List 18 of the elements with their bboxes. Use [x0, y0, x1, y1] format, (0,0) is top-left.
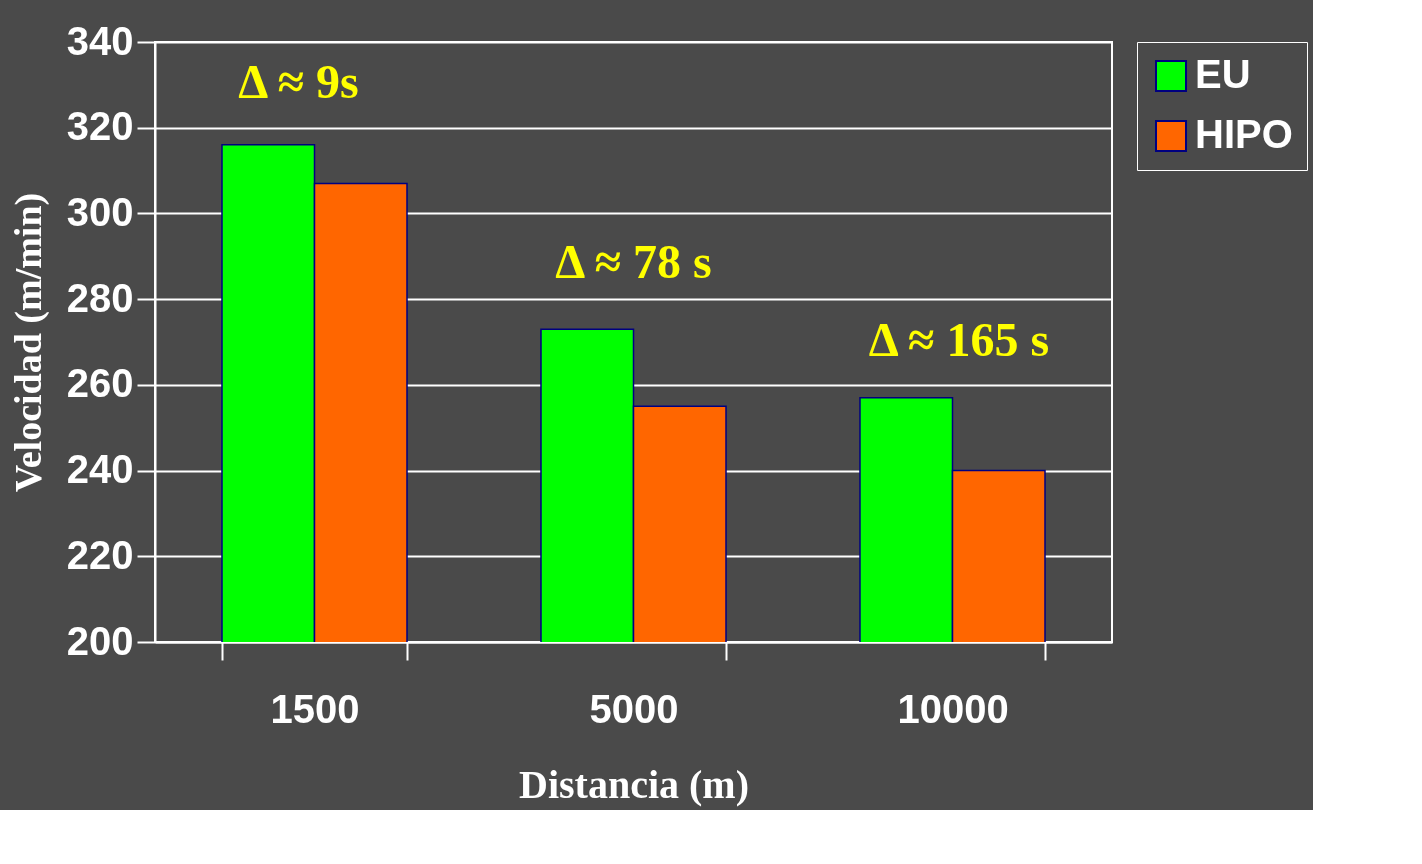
- legend-label: HIPO: [1195, 112, 1293, 156]
- y-tick-label: 340: [66, 18, 134, 63]
- x-axis-title: Distancia (m): [519, 761, 749, 807]
- x-tick-label: 5000: [589, 686, 679, 731]
- annotation: Δ ≈ 78 s: [555, 235, 712, 288]
- annotation: Δ ≈ 9s: [238, 55, 359, 108]
- legend-label: EU: [1195, 52, 1251, 96]
- y-tick-label: 240: [66, 447, 134, 492]
- y-tick-label: 320: [66, 104, 134, 149]
- y-tick-label: 280: [66, 275, 134, 320]
- y-tick-label: 260: [66, 361, 134, 406]
- y-tick-label: 300: [66, 189, 134, 234]
- y-tick-label: 200: [66, 618, 134, 663]
- x-tick-label: 10000: [897, 686, 1009, 731]
- y-tick-label: 220: [66, 532, 134, 577]
- y-axis-title: Velocidad (m/min): [6, 192, 50, 493]
- annotation: Δ ≈ 165 s: [868, 313, 1050, 366]
- x-tick-label: 1500: [270, 686, 360, 731]
